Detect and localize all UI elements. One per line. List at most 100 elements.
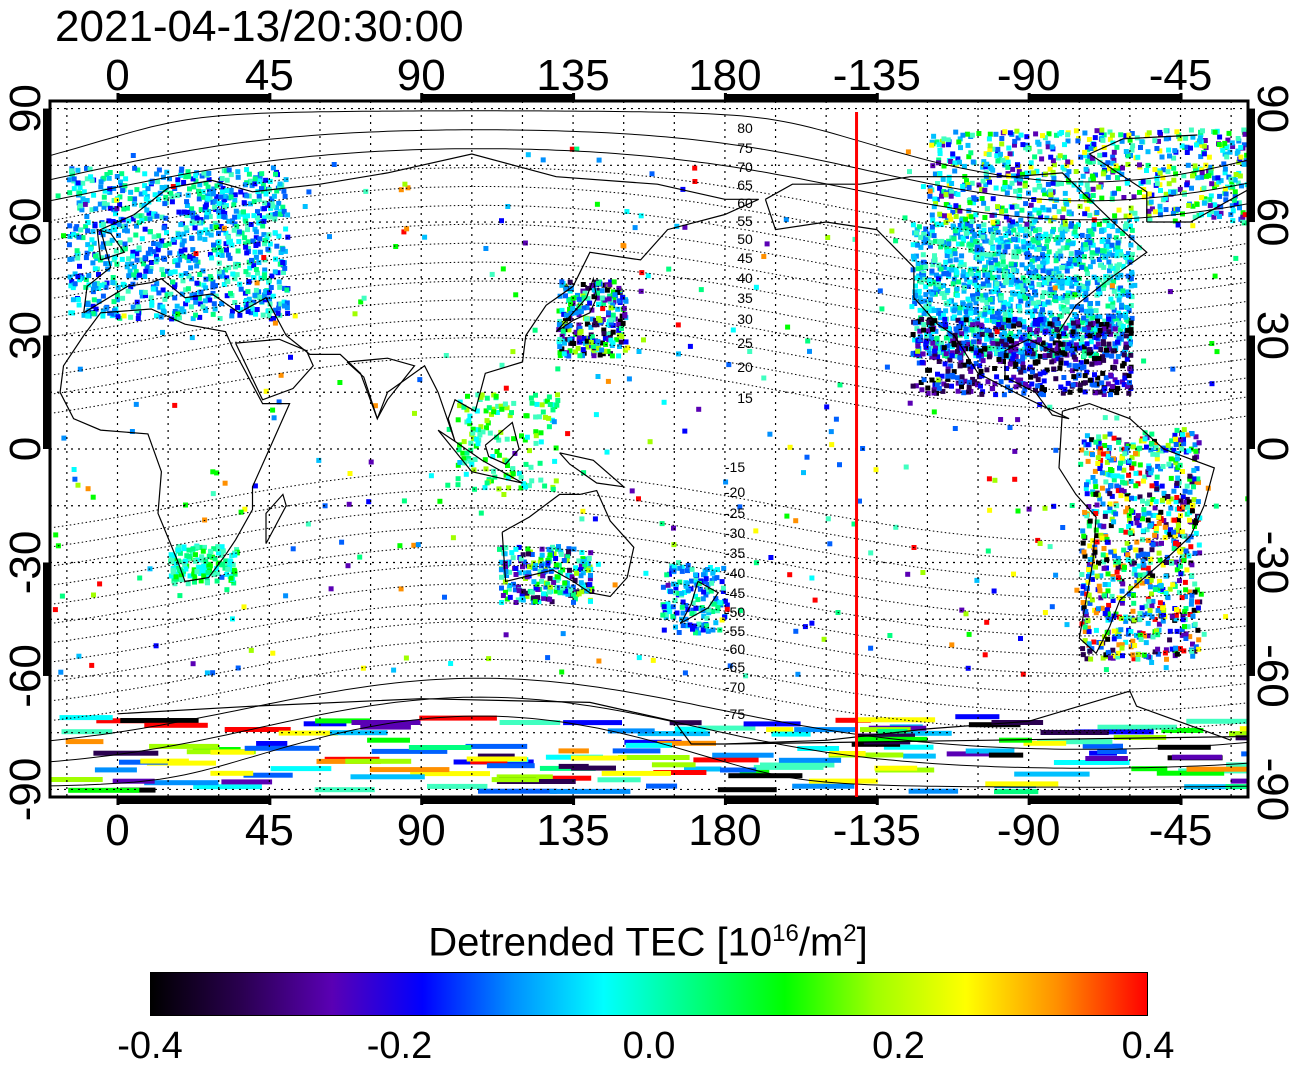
tec-pixel bbox=[1057, 273, 1063, 279]
tec-pixel bbox=[668, 589, 673, 595]
tec-pixel bbox=[1121, 547, 1127, 553]
tec-pixel bbox=[914, 326, 920, 332]
tec-pixel bbox=[978, 368, 984, 374]
tec-pixel bbox=[1093, 527, 1099, 533]
tec-pixel bbox=[1086, 571, 1092, 577]
tec-pixel bbox=[181, 309, 187, 315]
tec-pixel bbox=[615, 289, 621, 295]
tec-pixel bbox=[117, 240, 123, 246]
tec-pixel bbox=[199, 554, 205, 560]
tec-pixel bbox=[955, 380, 961, 386]
tec-pixel bbox=[232, 221, 238, 227]
tec-pixel bbox=[970, 364, 976, 370]
tec-pixel bbox=[1148, 447, 1154, 453]
tec-pixel bbox=[190, 216, 196, 222]
tec-pixel bbox=[1087, 154, 1093, 160]
tec-pixel bbox=[1159, 497, 1165, 503]
tec-pixel bbox=[1132, 566, 1138, 572]
tec-pixel bbox=[660, 612, 666, 618]
tec-pixel bbox=[1193, 518, 1199, 524]
tec-pixel bbox=[175, 177, 181, 183]
tec-pixel bbox=[1001, 304, 1007, 310]
tec-pixel bbox=[693, 572, 698, 578]
tec-pixel bbox=[1172, 583, 1178, 589]
tec-pixel bbox=[588, 324, 594, 330]
tec-pixel bbox=[1080, 584, 1086, 590]
tec-pixel bbox=[604, 287, 610, 293]
tec-pixel bbox=[915, 319, 921, 325]
tec-pixel bbox=[282, 265, 288, 271]
tec-pixel bbox=[970, 376, 976, 382]
tec-pixel bbox=[1123, 213, 1129, 219]
tec-pixel bbox=[971, 296, 977, 302]
tec-pixel bbox=[533, 562, 539, 568]
tec-pixel bbox=[1126, 524, 1132, 530]
tec-pixel bbox=[1078, 154, 1084, 160]
tec-pixel bbox=[933, 328, 939, 334]
tec-pixel bbox=[1157, 129, 1163, 135]
tec-pixel bbox=[1145, 149, 1151, 155]
tec-pixel bbox=[1206, 173, 1212, 179]
tec-pixel bbox=[166, 241, 172, 247]
tec-pixel bbox=[1011, 227, 1017, 233]
tec-pixel bbox=[921, 232, 927, 237]
tec-pixel bbox=[1044, 215, 1050, 221]
tec-pixel bbox=[1078, 337, 1084, 343]
tec-pixel bbox=[224, 177, 230, 183]
tec-pixel bbox=[498, 559, 504, 565]
tec-pixel bbox=[988, 260, 994, 266]
tec-pixel bbox=[910, 383, 916, 389]
tec-pixel bbox=[262, 200, 268, 206]
tec-pixel bbox=[284, 300, 290, 306]
tec-pixel bbox=[945, 142, 951, 148]
tec-pixel bbox=[968, 310, 974, 316]
tec-pixel bbox=[1173, 540, 1178, 546]
tec-pixel bbox=[236, 239, 242, 244]
tec-pixel bbox=[1104, 347, 1109, 353]
tec-pixel bbox=[554, 584, 560, 590]
tec-pixel bbox=[667, 609, 673, 615]
tec-pixel bbox=[992, 257, 998, 263]
tec-pixel bbox=[1018, 377, 1024, 383]
tec-pixel bbox=[1155, 463, 1161, 469]
tec-pixel bbox=[927, 323, 933, 329]
tec-pixel bbox=[660, 584, 666, 590]
tec-pixel bbox=[96, 272, 101, 277]
tec-pixel bbox=[180, 253, 186, 259]
tec-pixel bbox=[936, 142, 942, 148]
tec-pixel bbox=[912, 320, 918, 326]
tec-pixel bbox=[243, 269, 249, 275]
tec-pixel bbox=[1230, 184, 1236, 190]
tec-pixel bbox=[922, 298, 927, 304]
tec-pixel bbox=[1231, 197, 1237, 203]
tec-pixel bbox=[193, 173, 199, 179]
tec-pixel bbox=[1119, 588, 1125, 594]
tec-pixel bbox=[1033, 387, 1038, 393]
tec-pixel bbox=[253, 235, 259, 241]
tec-pixel bbox=[931, 336, 937, 342]
tec-pixel bbox=[1041, 370, 1047, 376]
tec-pixel bbox=[1152, 505, 1158, 511]
tec-pixel bbox=[973, 300, 979, 306]
tec-pixel bbox=[1141, 194, 1147, 200]
tec-pixel bbox=[609, 343, 615, 348]
tec-pixel bbox=[988, 227, 993, 233]
tec-pixel bbox=[987, 252, 993, 258]
tec-pixel bbox=[1183, 500, 1189, 505]
tec-pixel bbox=[932, 351, 938, 357]
tec-pixel bbox=[1040, 205, 1046, 211]
tec-pixel bbox=[990, 146, 996, 152]
tec-pixel bbox=[1027, 261, 1033, 267]
tec-pixel bbox=[1226, 130, 1232, 136]
tec-pixel bbox=[546, 589, 552, 595]
tec-pixel bbox=[259, 171, 265, 177]
tec-pixel bbox=[578, 308, 584, 314]
tec-pixel bbox=[1174, 456, 1180, 462]
tec-pixel bbox=[956, 323, 962, 329]
tec-pixel bbox=[1161, 490, 1167, 496]
tec-pixel bbox=[1181, 648, 1187, 654]
tec-pixel bbox=[91, 240, 97, 246]
tec-pixel bbox=[1082, 130, 1088, 136]
tec-pixel bbox=[1059, 282, 1065, 288]
tec-pixel bbox=[1115, 385, 1121, 391]
